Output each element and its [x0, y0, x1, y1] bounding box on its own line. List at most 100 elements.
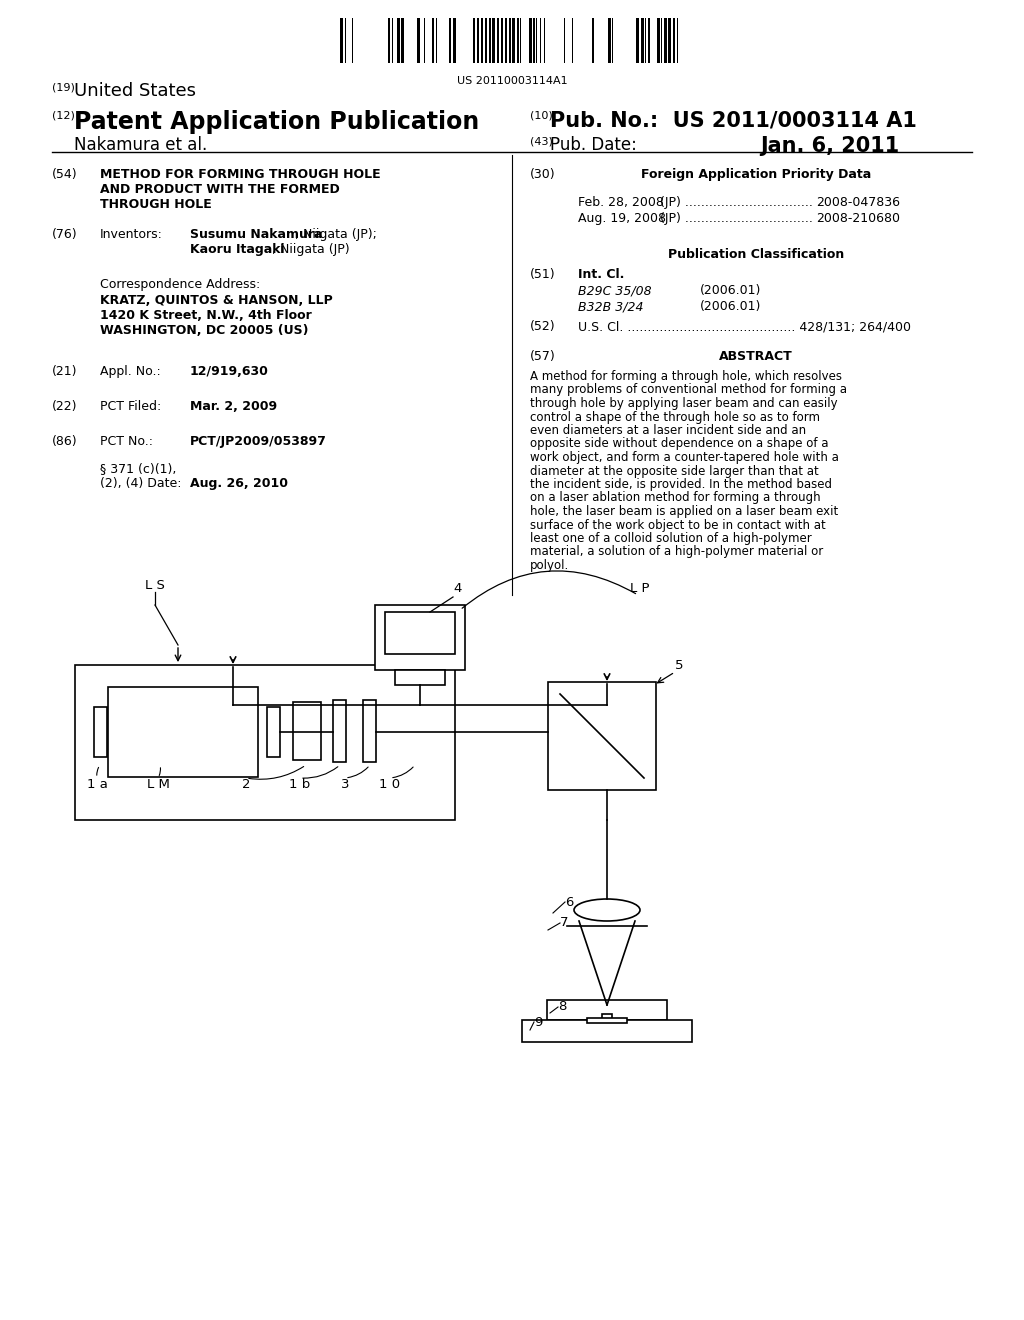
Bar — [489, 18, 490, 63]
Bar — [375, 605, 465, 671]
Bar — [657, 18, 660, 63]
Bar — [602, 1014, 612, 1020]
Text: opposite side without dependence on a shape of a: opposite side without dependence on a sh… — [530, 437, 828, 450]
Text: United States: United States — [74, 82, 196, 100]
Text: 6: 6 — [565, 895, 573, 908]
Text: 1 0: 1 0 — [380, 777, 400, 791]
Text: PCT No.:: PCT No.: — [100, 436, 153, 447]
Text: , Niigata (JP): , Niigata (JP) — [272, 243, 349, 256]
Bar — [267, 708, 280, 756]
Text: 4: 4 — [453, 582, 462, 595]
Bar — [293, 702, 321, 760]
Bar — [485, 18, 487, 63]
Bar — [636, 18, 639, 63]
Text: KRATZ, QUINTOS & HANSON, LLP: KRATZ, QUINTOS & HANSON, LLP — [100, 294, 333, 308]
Bar — [522, 1020, 692, 1041]
Text: work object, and form a counter-tapered hole with a: work object, and form a counter-tapered … — [530, 451, 839, 465]
Text: Patent Application Publication: Patent Application Publication — [74, 110, 479, 135]
Text: Aug. 26, 2010: Aug. 26, 2010 — [190, 477, 288, 490]
Text: 8: 8 — [558, 1001, 566, 1014]
Text: (JP) ................................: (JP) ................................ — [660, 195, 813, 209]
Text: (2), (4) Date:: (2), (4) Date: — [100, 477, 181, 490]
Bar — [668, 18, 671, 63]
Text: (30): (30) — [530, 168, 556, 181]
Bar — [473, 18, 475, 63]
Text: (2006.01): (2006.01) — [700, 300, 762, 313]
Text: (51): (51) — [530, 268, 556, 281]
Bar — [587, 1018, 627, 1023]
Text: surface of the work object to be in contact with at: surface of the work object to be in cont… — [530, 519, 825, 532]
Text: (22): (22) — [52, 400, 78, 413]
Text: § 371 (c)(1),: § 371 (c)(1), — [100, 462, 176, 475]
Text: (86): (86) — [52, 436, 78, 447]
Bar — [497, 18, 499, 63]
Text: Appl. No.:: Appl. No.: — [100, 366, 161, 378]
Text: on a laser ablation method for forming a through: on a laser ablation method for forming a… — [530, 491, 820, 504]
Text: THROUGH HOLE: THROUGH HOLE — [100, 198, 212, 211]
Text: 2008-047836: 2008-047836 — [816, 195, 900, 209]
Bar — [501, 18, 503, 63]
Text: Aug. 19, 2008: Aug. 19, 2008 — [578, 213, 666, 224]
Text: B32B 3/24: B32B 3/24 — [578, 300, 643, 313]
Bar — [509, 18, 511, 63]
Bar — [388, 18, 390, 63]
Text: the incident side, is provided. In the method based: the incident side, is provided. In the m… — [530, 478, 831, 491]
Text: Nakamura et al.: Nakamura et al. — [74, 136, 207, 154]
Bar — [477, 18, 479, 63]
Text: least one of a colloid solution of a high-polymer: least one of a colloid solution of a hig… — [530, 532, 812, 545]
Bar — [362, 700, 376, 762]
Text: many problems of conventional method for forming a: many problems of conventional method for… — [530, 384, 847, 396]
Bar — [529, 18, 532, 63]
Text: A method for forming a through hole, which resolves: A method for forming a through hole, whi… — [530, 370, 842, 383]
Text: Susumu Nakamura: Susumu Nakamura — [190, 228, 323, 242]
Text: Kaoru Itagaki: Kaoru Itagaki — [190, 243, 285, 256]
Text: 9: 9 — [534, 1015, 543, 1028]
Text: (JP) ................................: (JP) ................................ — [660, 213, 813, 224]
Text: 3: 3 — [341, 777, 349, 791]
Text: (57): (57) — [530, 350, 556, 363]
Text: B29C 35/08: B29C 35/08 — [578, 284, 651, 297]
Bar — [505, 18, 507, 63]
Bar — [641, 18, 644, 63]
Text: AND PRODUCT WITH THE FORMED: AND PRODUCT WITH THE FORMED — [100, 183, 340, 195]
Text: (12): (12) — [52, 110, 79, 120]
Text: Pub. Date:: Pub. Date: — [550, 136, 637, 154]
Text: L S: L S — [145, 579, 165, 591]
Text: Publication Classification: Publication Classification — [668, 248, 844, 261]
Text: PCT Filed:: PCT Filed: — [100, 400, 161, 413]
Bar — [481, 18, 483, 63]
Text: control a shape of the through hole so as to form: control a shape of the through hole so a… — [530, 411, 820, 424]
Text: diameter at the opposite side larger than that at: diameter at the opposite side larger tha… — [530, 465, 819, 478]
Text: Foreign Application Priority Data: Foreign Application Priority Data — [641, 168, 871, 181]
Bar — [401, 18, 404, 63]
Bar — [517, 18, 519, 63]
Text: 12/919,630: 12/919,630 — [190, 366, 269, 378]
Bar — [340, 18, 343, 63]
Text: through hole by applying laser beam and can easily: through hole by applying laser beam and … — [530, 397, 838, 411]
Bar — [608, 18, 611, 63]
Bar — [453, 18, 456, 63]
Bar — [395, 671, 445, 685]
Text: METHOD FOR FORMING THROUGH HOLE: METHOD FOR FORMING THROUGH HOLE — [100, 168, 381, 181]
Text: Mar. 2, 2009: Mar. 2, 2009 — [190, 400, 278, 413]
Bar — [547, 1001, 667, 1020]
Text: polyol.: polyol. — [530, 558, 569, 572]
Text: Jan. 6, 2011: Jan. 6, 2011 — [760, 136, 899, 156]
Bar — [432, 18, 434, 63]
Text: (10): (10) — [530, 110, 556, 120]
Text: L M: L M — [146, 777, 169, 791]
Text: WASHINGTON, DC 20005 (US): WASHINGTON, DC 20005 (US) — [100, 323, 308, 337]
Text: 1420 K Street, N.W., 4th Floor: 1420 K Street, N.W., 4th Floor — [100, 309, 311, 322]
Bar — [648, 18, 650, 63]
Ellipse shape — [574, 899, 640, 921]
Text: ABSTRACT: ABSTRACT — [719, 350, 793, 363]
Bar — [664, 18, 667, 63]
Bar — [592, 18, 594, 63]
Bar — [673, 18, 675, 63]
Text: L P: L P — [630, 582, 649, 595]
Bar — [333, 700, 346, 762]
Text: (2006.01): (2006.01) — [700, 284, 762, 297]
Bar — [417, 18, 420, 63]
Bar — [534, 18, 535, 63]
Text: (76): (76) — [52, 228, 78, 242]
